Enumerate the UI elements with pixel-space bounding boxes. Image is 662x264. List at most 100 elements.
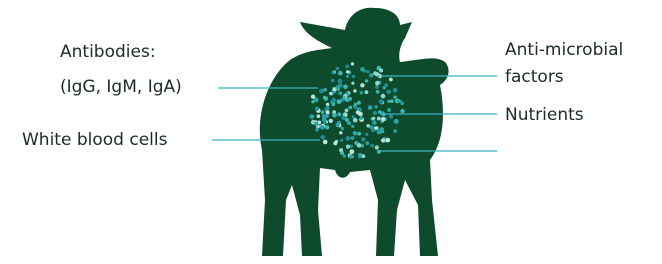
dot <box>351 136 355 140</box>
dot <box>370 144 374 148</box>
dot <box>358 112 363 117</box>
dot <box>377 117 381 121</box>
dot <box>384 83 388 87</box>
dot <box>346 145 350 149</box>
dot <box>315 107 319 111</box>
dot <box>400 109 404 113</box>
dot <box>354 106 358 110</box>
dot <box>386 138 391 143</box>
dot <box>333 141 337 145</box>
dot <box>331 102 335 106</box>
dot <box>365 133 368 136</box>
dot <box>315 128 319 132</box>
dot <box>339 148 343 152</box>
dot <box>321 135 326 140</box>
diagram: Antibodies: (IgG, IgM, IgA) White blood … <box>0 0 662 264</box>
label: White blood cells <box>22 130 168 150</box>
label: Antibodies: <box>60 42 156 62</box>
dot <box>324 121 327 124</box>
dot <box>366 124 370 128</box>
dot <box>387 90 392 95</box>
dot <box>336 123 340 127</box>
dot <box>354 103 357 106</box>
dot <box>338 79 343 84</box>
dot <box>357 132 361 136</box>
label: factors <box>505 67 564 87</box>
dot <box>379 99 384 104</box>
dot <box>348 106 352 110</box>
dot <box>336 67 340 71</box>
dot <box>343 85 348 90</box>
dot <box>372 120 377 125</box>
label: Anti-microbial <box>505 40 623 60</box>
dot <box>374 105 377 108</box>
dot <box>351 125 354 128</box>
dot <box>381 117 385 121</box>
dot <box>349 155 353 159</box>
dot <box>337 99 342 104</box>
dot <box>343 96 346 99</box>
dot <box>321 111 324 114</box>
dot <box>394 119 399 124</box>
dot <box>390 99 394 103</box>
dot <box>347 121 351 125</box>
dot <box>323 140 328 145</box>
dot <box>394 129 397 132</box>
dot <box>329 92 332 95</box>
dot <box>353 131 358 136</box>
dot <box>389 114 393 118</box>
dot <box>338 71 343 76</box>
dot <box>369 73 373 77</box>
dot <box>359 108 362 111</box>
dot <box>335 85 340 90</box>
dot <box>343 155 346 158</box>
dot <box>351 62 354 65</box>
dot <box>379 127 384 132</box>
dot <box>357 143 361 147</box>
dot <box>353 118 358 123</box>
dot <box>365 79 368 82</box>
dot <box>325 106 330 111</box>
label: Nutrients <box>505 105 584 125</box>
dot <box>376 90 380 94</box>
dot <box>345 65 349 69</box>
dot <box>311 100 314 103</box>
dot <box>375 81 380 86</box>
dot <box>317 114 321 118</box>
dot <box>360 91 363 94</box>
dot <box>338 91 342 95</box>
dot <box>346 136 351 141</box>
dot <box>389 78 393 82</box>
dot <box>311 95 315 99</box>
dot <box>400 101 404 105</box>
dot <box>341 127 345 131</box>
label: (IgG, IgM, IgA) <box>60 77 182 97</box>
dot <box>322 114 326 118</box>
dot <box>350 149 355 154</box>
dot <box>332 71 336 75</box>
dot <box>360 116 363 119</box>
dot <box>346 75 349 78</box>
dot <box>393 88 398 93</box>
dot <box>358 155 362 159</box>
dot <box>326 110 330 114</box>
dot <box>366 70 369 73</box>
dot <box>346 70 349 73</box>
dot <box>339 131 342 134</box>
dot <box>381 94 386 99</box>
dot <box>360 67 364 71</box>
dot <box>341 116 345 120</box>
dot <box>375 145 379 149</box>
dot <box>378 110 381 113</box>
dot <box>310 114 315 119</box>
dot <box>332 113 337 118</box>
dot <box>387 108 391 112</box>
dot <box>332 98 337 103</box>
dot <box>372 117 375 120</box>
dot <box>375 85 379 89</box>
dot <box>324 96 329 101</box>
dot <box>351 82 354 85</box>
dot <box>365 141 369 145</box>
dot <box>337 112 341 116</box>
dot <box>329 119 333 123</box>
